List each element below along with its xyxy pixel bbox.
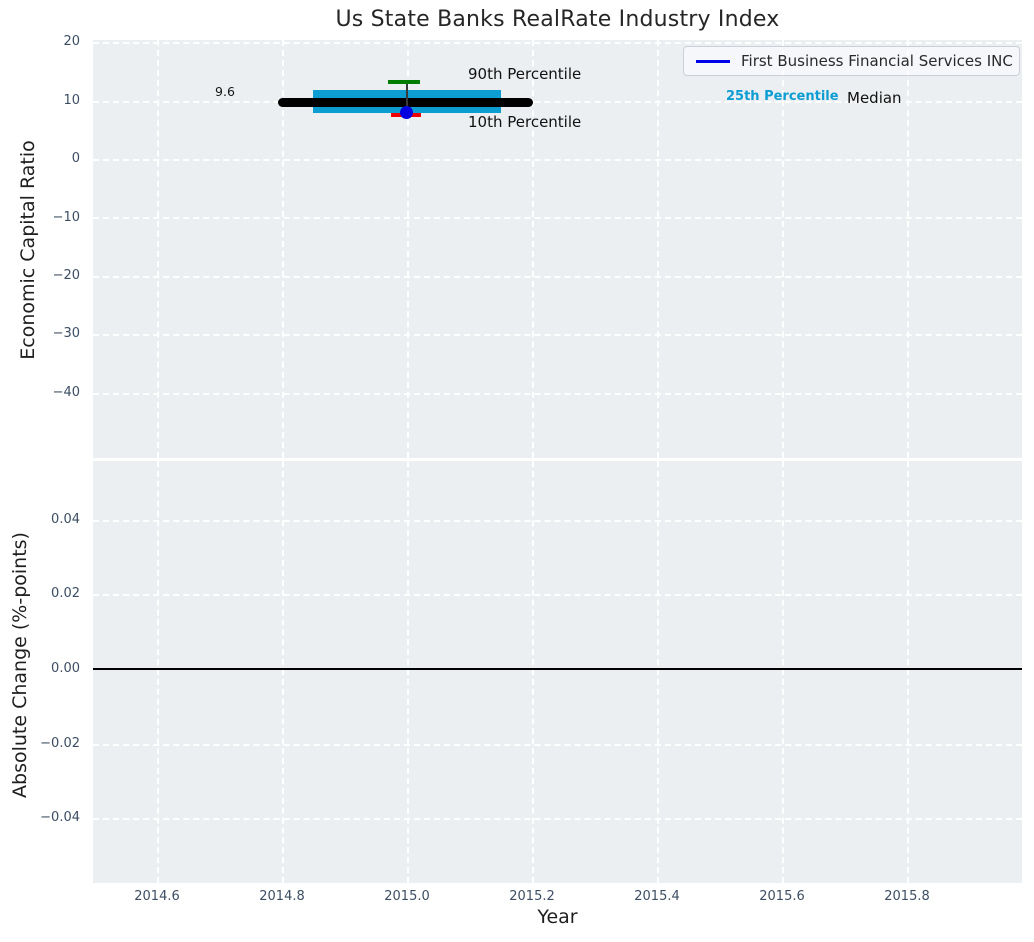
gridline [407,461,409,883]
p90-marker [388,80,420,84]
gridline [93,594,1022,596]
gridline [93,520,1022,522]
gridline [282,461,284,883]
xtick-label: 2015.4 [634,889,680,904]
gridline [157,461,159,883]
bottom-axes [93,461,1022,883]
gridline [407,40,409,458]
xtick-label: 2015.0 [384,889,430,904]
gridline [93,276,1022,278]
x-axis-label: Year [537,906,578,928]
xtick-label: 2015.2 [509,889,555,904]
percentile-connector-line [406,83,408,113]
gridline [532,461,534,883]
xtick-label: 2014.8 [259,889,305,904]
gridline [93,744,1022,746]
top-axes: 9.6 90th Percentile 10th Percentile 25th… [93,40,1022,458]
ytick-label: 0.02 [51,586,80,601]
ytick-label: −0.02 [40,736,80,751]
gridline [907,40,909,458]
ytick-label: −20 [52,268,80,283]
ytick-label: 0.04 [51,512,80,527]
chart-title: Us State Banks RealRate Industry Index [335,7,780,32]
gridline [93,818,1022,820]
ytick-label: 0 [71,151,80,166]
gridline [157,40,159,458]
ytick-label: −40 [52,385,80,400]
legend-line-sample [696,59,730,63]
xtick-label: 2014.6 [134,889,180,904]
legend: First Business Financial Services INC [683,46,1020,76]
median-line [278,98,533,107]
gridline [93,159,1022,161]
p25-annotation: 25th Percentile [726,89,839,104]
gridline [93,42,1022,44]
gridline [93,393,1022,395]
median-annotation: Median [847,89,902,107]
top-y-axis-label: Economic Capital Ratio [17,140,39,360]
gridline [657,40,659,458]
gridline [532,40,534,458]
bottom-y-axis-label: Absolute Change (%-points) [9,532,31,798]
p10-annotation: 10th Percentile [468,113,582,131]
gridline [657,461,659,883]
ytick-label: 20 [63,34,80,49]
gridline [282,40,284,458]
gridline [93,334,1022,336]
median-value-label: 9.6 [215,84,235,99]
gridline [907,461,909,883]
p90-annotation: 90th Percentile [468,65,582,83]
ytick-label: 10 [63,93,80,108]
company-data-point [400,106,413,119]
xtick-label: 2015.6 [759,889,805,904]
gridline [93,217,1022,219]
ytick-label: −0.04 [40,810,80,825]
gridline [782,40,784,458]
ytick-label: −10 [52,210,80,225]
gridline [93,101,1022,103]
ytick-label: 0.00 [51,661,80,676]
xtick-label: 2015.8 [884,889,930,904]
gridline [782,461,784,883]
ytick-label: −30 [52,326,80,341]
zero-reference-line [93,668,1022,670]
legend-label: First Business Financial Services INC [741,52,1013,70]
